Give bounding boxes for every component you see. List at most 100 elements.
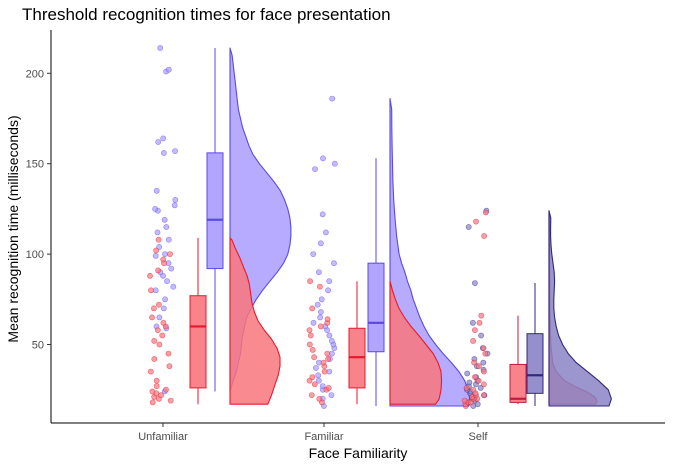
x-tick-label: Familiar [304, 431, 343, 443]
blue-data-point [160, 149, 167, 156]
blue-data-point [319, 383, 326, 389]
blue-data-point [165, 66, 172, 73]
blue-data-point [156, 314, 163, 321]
blue-data-point [165, 236, 172, 243]
blue-density-cloud [548, 210, 612, 407]
blue-data-point [315, 269, 322, 276]
blue-boxplot-box [206, 152, 224, 270]
blue-data-point [154, 229, 161, 236]
red-data-point [480, 345, 487, 351]
red-data-point [155, 267, 161, 274]
red-data-point [463, 384, 470, 391]
red-density-cloud [389, 280, 443, 405]
x-tick-label: Self [469, 431, 489, 443]
blue-data-point [466, 379, 473, 386]
blue-data-point [322, 229, 329, 236]
red-data-point [481, 233, 487, 239]
red-data-point [155, 301, 162, 308]
blue-boxplot-box [526, 333, 544, 394]
red-data-point [482, 209, 489, 216]
blue-data-point [168, 265, 175, 272]
blue-data-point [155, 139, 162, 145]
blue-data-point [480, 359, 487, 366]
red-data-point [153, 383, 160, 389]
blue-data-point [172, 148, 178, 154]
red-data-point [306, 341, 313, 348]
blue-data-point [162, 296, 168, 303]
chart-title: Threshold recognition times for face pre… [22, 5, 391, 24]
red-data-point [155, 236, 162, 243]
red-data-point [149, 314, 155, 321]
red-data-point [148, 287, 154, 294]
blue-data-point [312, 365, 319, 371]
red-data-point [472, 374, 478, 380]
red-data-point [151, 356, 158, 362]
blue-boxplot-box [367, 262, 385, 353]
blue-data-point [163, 224, 170, 230]
red-data-point [167, 397, 174, 404]
blue-data-point [326, 278, 333, 285]
blue-data-point [319, 211, 326, 218]
red-data-point [316, 395, 323, 402]
red-data-point [307, 278, 313, 285]
red-data-point [151, 337, 158, 344]
blue-data-point [310, 251, 317, 257]
red-data-point [482, 350, 489, 357]
red-data-point [307, 332, 314, 339]
plot-area: 50 100 150 200 Unfamiliar Familiar Self [26, 30, 665, 443]
red-data-point [153, 247, 159, 254]
blue-data-point [312, 166, 318, 172]
red-data-point [147, 272, 153, 279]
red-data-point [471, 327, 478, 333]
blue-data-point [329, 95, 336, 102]
red-data-point [324, 316, 331, 323]
red-data-point [325, 384, 332, 391]
blue-data-point [464, 370, 471, 377]
red-data-point [470, 337, 476, 344]
blue-data-point [164, 278, 170, 285]
red-data-point [159, 332, 166, 339]
red-data-point [473, 218, 479, 225]
red-data-point [167, 251, 173, 257]
red-data-point [478, 312, 485, 319]
red-data-point [475, 363, 482, 370]
red-data-point [147, 368, 154, 375]
blue-data-point [325, 287, 331, 294]
blue-data-point [328, 337, 335, 344]
red-data-point [309, 346, 316, 353]
red-data-point [317, 323, 324, 330]
red-data-point [309, 305, 316, 312]
blue-data-point [153, 187, 160, 194]
x-tick-label: Unfamiliar [138, 431, 188, 443]
blue-data-point [326, 332, 333, 339]
red-data-point [166, 363, 173, 370]
blue-data-point [161, 216, 168, 223]
blue-data-point [310, 319, 317, 326]
blue-data-point [162, 251, 168, 257]
red-data-point [149, 388, 156, 395]
blue-data-point [318, 296, 325, 303]
red-data-point [154, 327, 161, 333]
red-data-point [153, 377, 160, 384]
blue-data-point [320, 155, 326, 162]
red-data-point [163, 386, 169, 393]
blue-data-point [160, 135, 167, 142]
blue-data-point [152, 205, 158, 212]
red-data-point [160, 256, 167, 263]
y-tick-label: 150 [26, 159, 44, 171]
blue-data-point [478, 332, 484, 339]
red-data-point [480, 381, 487, 388]
red-data-point [471, 359, 477, 366]
blue-data-point [160, 305, 167, 312]
red-data-point [309, 374, 316, 380]
red-data-point [308, 392, 315, 399]
blue-data-point [331, 160, 338, 167]
red-data-point [150, 305, 157, 312]
blue-data-point [471, 280, 478, 286]
red-data-point [461, 397, 468, 404]
red-data-point [475, 377, 482, 384]
x-axis-title: Face Familiarity [309, 445, 408, 461]
red-data-point [306, 327, 313, 333]
